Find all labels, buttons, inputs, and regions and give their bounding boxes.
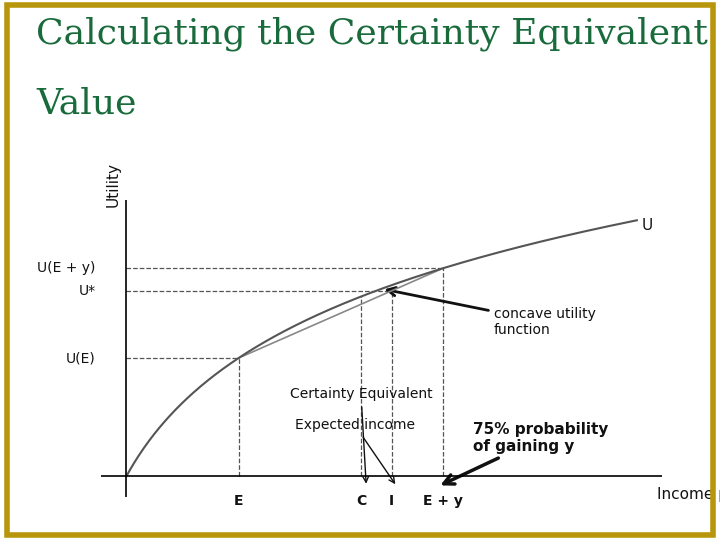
Text: Calculating the Certainty Equivalent: Calculating the Certainty Equivalent [36, 16, 708, 51]
Text: 75% probability
of gaining y: 75% probability of gaining y [444, 422, 609, 484]
Text: I: I [390, 494, 395, 508]
Text: Utility: Utility [106, 163, 121, 207]
Text: U: U [642, 218, 653, 233]
Text: Income per year: Income per year [657, 487, 720, 502]
Text: U(E): U(E) [66, 351, 96, 365]
Text: Certainty Equivalent: Certainty Equivalent [289, 387, 432, 482]
Text: C: C [356, 494, 366, 508]
Text: E: E [234, 494, 243, 508]
Text: Value: Value [36, 86, 137, 120]
Text: U*: U* [78, 284, 96, 298]
Text: concave utility
function: concave utility function [387, 287, 595, 337]
Text: U(E + y): U(E + y) [37, 261, 96, 275]
Text: Expected income: Expected income [294, 418, 415, 483]
Text: E + y: E + y [423, 494, 463, 508]
